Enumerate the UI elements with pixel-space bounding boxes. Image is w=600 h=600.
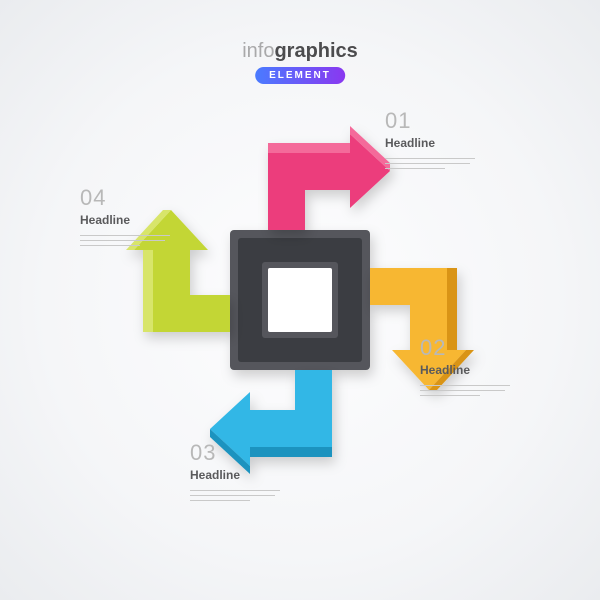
placeholder-lines [80,235,190,246]
arrow-01 [268,126,390,230]
title: infographics [242,40,358,63]
label-04: 04 Headline [80,185,190,250]
title-prefix: info [242,40,274,62]
label-02-num: 02 [420,335,530,361]
label-04-headline: Headline [80,213,190,227]
label-01-headline: Headline [385,136,495,150]
label-03: 03 Headline [190,440,300,505]
label-01: 01 Headline [385,108,495,173]
label-03-num: 03 [190,440,300,466]
header: infographics ELEMENT [242,40,358,84]
label-03-headline: Headline [190,468,300,482]
label-02: 02 Headline [420,335,530,400]
placeholder-lines [190,490,300,501]
placeholder-lines [420,385,530,396]
label-01-num: 01 [385,108,495,134]
diagram-stage: 01 Headline 02 Headline 03 Headline 04 H… [90,90,510,510]
center-square [230,230,370,370]
label-02-headline: Headline [420,363,530,377]
placeholder-lines [385,158,495,169]
label-04-num: 04 [80,185,190,211]
subtitle-pill: ELEMENT [255,67,345,84]
title-suffix: graphics [274,40,357,62]
